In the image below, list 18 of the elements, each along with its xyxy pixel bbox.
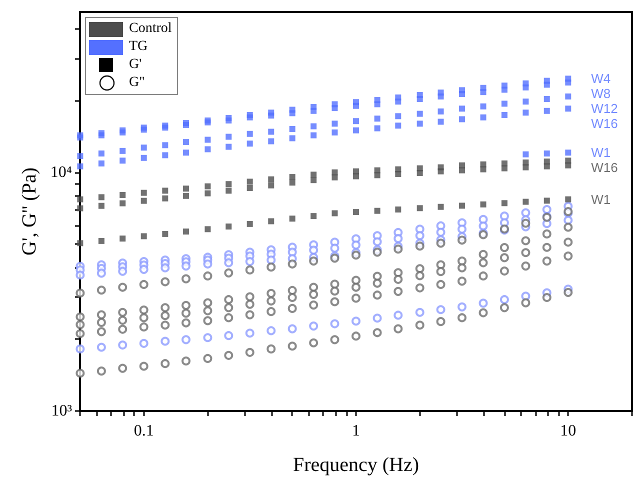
series-label: W1: [591, 145, 611, 160]
x-tick-label: 1: [352, 422, 360, 440]
annotation: TG: [129, 38, 148, 56]
annotation: G": [129, 74, 145, 92]
y-axis-title: G', G'' (Pa): [18, 167, 41, 256]
series-label: W1: [591, 192, 611, 207]
series-label: W8: [591, 86, 611, 102]
series-label: W12: [591, 101, 618, 116]
series-label: W4: [591, 71, 611, 86]
annotation: Control: [129, 20, 172, 38]
annotation: G': [129, 56, 142, 74]
series-label: W16: [591, 160, 618, 176]
series-label: W16: [591, 116, 618, 132]
x-tick-label: 10: [560, 422, 576, 440]
y-tick-label: 10⁴: [50, 164, 72, 181]
x-axis-title: Frequency (Hz): [292, 454, 420, 476]
x-tick-label: 0.1: [134, 422, 154, 440]
y-tick-label: 10³: [51, 402, 72, 420]
